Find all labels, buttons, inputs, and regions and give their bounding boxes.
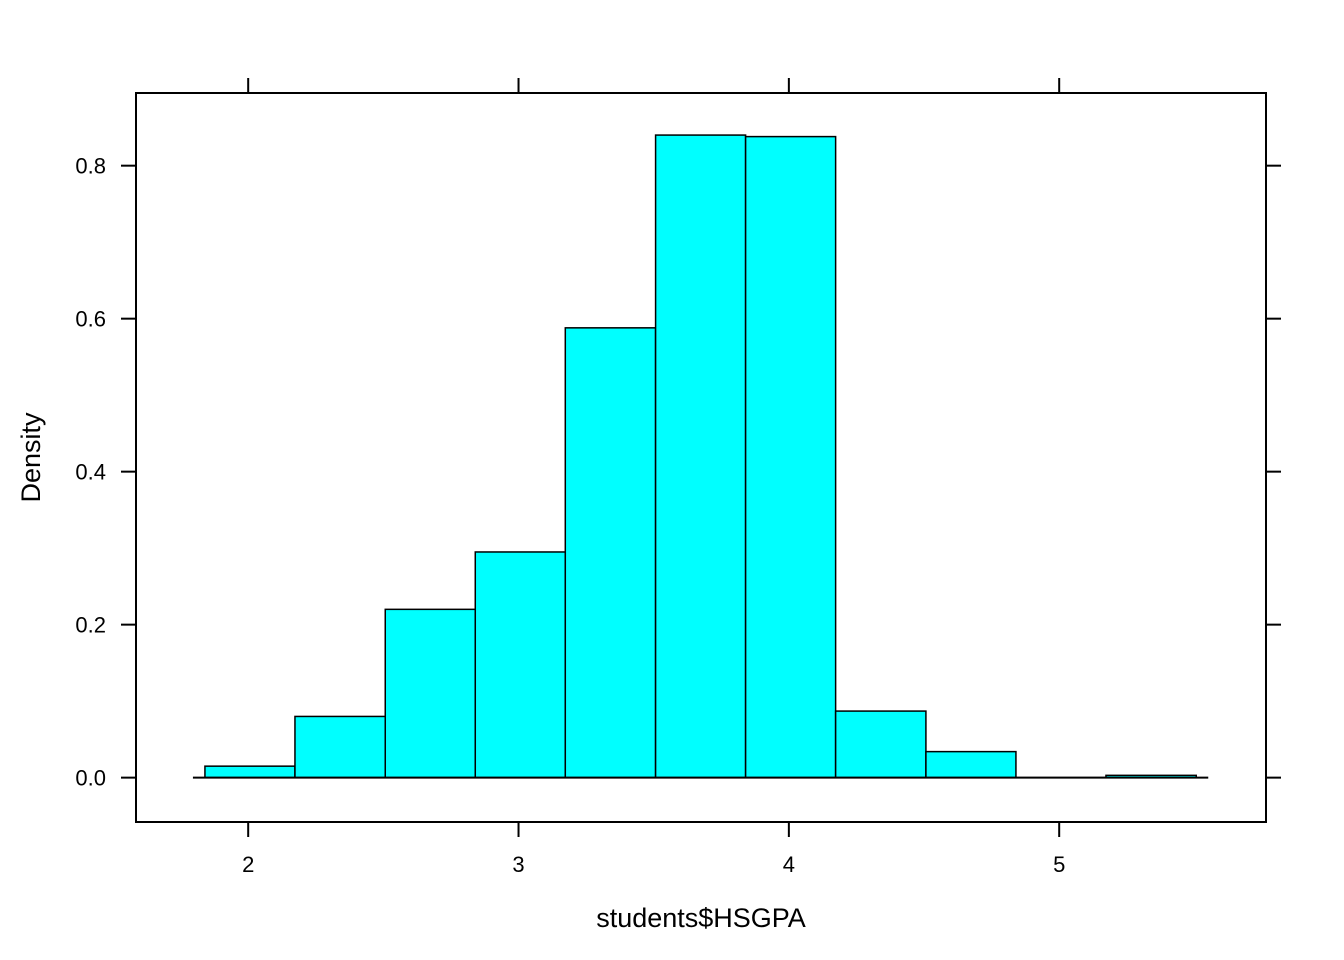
x-tick-label: 2 xyxy=(242,852,254,877)
histogram-bar xyxy=(384,608,477,779)
y-axis: 0.0 0.2 0.4 0.6 0.8 xyxy=(75,154,1281,791)
histogram-bar xyxy=(834,710,927,779)
histogram-bar xyxy=(925,750,1017,779)
x-tick-label: 5 xyxy=(1053,852,1065,877)
x-tick-label: 4 xyxy=(783,852,795,877)
x-axis: 2 3 4 5 xyxy=(242,78,1065,877)
y-tick-label: 0.8 xyxy=(75,154,106,179)
histogram-bar xyxy=(204,765,296,779)
histogram-bar xyxy=(474,551,567,779)
histogram-bar xyxy=(564,327,657,779)
y-tick-label: 0.2 xyxy=(75,613,106,638)
x-axis-title: students$HSGPA xyxy=(596,903,806,933)
histogram-bars xyxy=(204,134,1198,779)
y-tick-label: 0.0 xyxy=(75,766,106,791)
histogram-bar xyxy=(744,135,837,779)
y-axis-title: Density xyxy=(16,412,46,503)
x-tick-label: 3 xyxy=(512,852,524,877)
y-tick-label: 0.6 xyxy=(75,307,106,332)
plot-frame xyxy=(135,92,1267,823)
histogram-bar xyxy=(294,715,386,779)
histogram-bar xyxy=(654,134,747,779)
y-tick-label: 0.4 xyxy=(75,460,106,485)
